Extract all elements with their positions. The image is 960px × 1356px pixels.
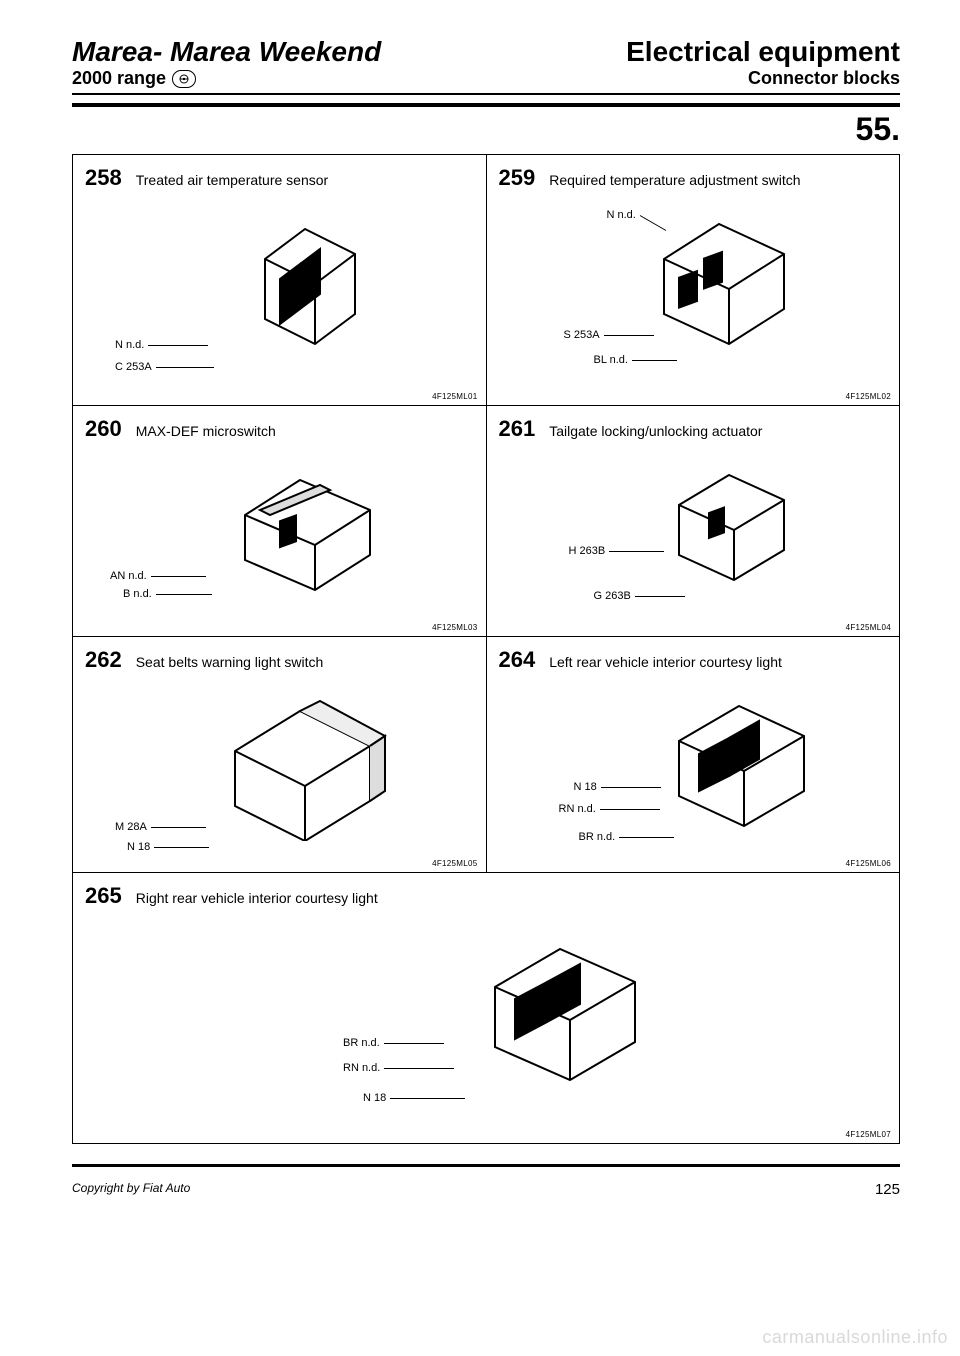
pin-label: BL n.d. (594, 354, 677, 366)
pin-label: H 263B (569, 545, 665, 557)
pin-label: N 18 (127, 841, 209, 853)
pin-label: G 263B (594, 590, 685, 602)
diagram-260: AN n.d. B n.d. (85, 450, 474, 620)
connector-icon (225, 209, 385, 359)
diagram-261: H 263B G 263B (499, 450, 888, 620)
figref-260: 4F125ML03 (432, 623, 477, 632)
conn-title-264: Left rear vehicle interior courtesy ligh… (549, 654, 782, 670)
conn-num-262: 262 (85, 647, 122, 673)
section-number: 55. (72, 111, 900, 148)
watermark: carmanualsonline.info (762, 1327, 948, 1348)
figref-264: 4F125ML06 (846, 859, 891, 868)
copyright: Copyright by Fiat Auto (72, 1181, 190, 1198)
section-sub: Connector blocks (626, 68, 900, 89)
conn-title-259: Required temperature adjustment switch (549, 172, 800, 188)
connector-icon (634, 214, 804, 354)
connector-icon (654, 465, 804, 590)
diagram-262: M 28A N 18 (85, 681, 474, 861)
figref-265: 4F125ML07 (846, 1130, 891, 1139)
diagram-258: N n.d. C 253A (85, 199, 474, 399)
connector-grid: 258 Treated air temperature sensor (72, 154, 900, 1144)
pin-label: N 18 (574, 781, 661, 793)
connector-icon (654, 696, 824, 831)
cell-264: 264 Left rear vehicle interior courtesy … (487, 637, 900, 872)
model-title: Marea- Marea Weekend (72, 36, 381, 68)
connector-icon (220, 465, 390, 595)
cell-260: 260 MAX-DEF microswitch (73, 406, 486, 636)
conn-num-258: 258 (85, 165, 122, 191)
conn-num-259: 259 (499, 165, 536, 191)
conn-title-265: Right rear vehicle interior courtesy lig… (136, 890, 378, 906)
pin-label: C 253A (115, 361, 214, 373)
diagram-264: N 18 RN n.d. BR n.d. (499, 681, 888, 861)
cell-259: 259 Required temperature adjustment swit… (487, 155, 900, 405)
figref-262: 4F125ML05 (432, 859, 477, 868)
pin-label: BR n.d. (579, 831, 675, 843)
header-rule-1 (72, 93, 900, 95)
cell-261: 261 Tailgate locking/unlocking actuator (487, 406, 900, 636)
cell-265: 265 Right rear vehicle interior courtesy… (73, 873, 899, 1143)
cell-262: 262 Seat belts warning light switch (73, 637, 486, 872)
footer-rule (72, 1164, 900, 1167)
conn-title-261: Tailgate locking/unlocking actuator (549, 423, 762, 439)
pin-label: S 253A (564, 329, 654, 341)
header-rule-2 (72, 103, 900, 107)
connector-icon (465, 937, 655, 1087)
pin-label: M 28A (115, 821, 206, 833)
pin-label: AN n.d. (110, 570, 206, 582)
conn-num-265: 265 (85, 883, 122, 909)
pin-label: N 18 (363, 1092, 465, 1104)
diagram-265: BR n.d. RN n.d. N 18 (85, 917, 887, 1127)
conn-title-260: MAX-DEF microswitch (136, 423, 276, 439)
header-right: Electrical equipment Connector blocks (626, 36, 900, 89)
figref-259: 4F125ML02 (846, 392, 891, 401)
conn-num-264: 264 (499, 647, 536, 673)
header-left: Marea- Marea Weekend 2000 range (72, 36, 381, 89)
conn-num-261: 261 (499, 416, 536, 442)
footer: Copyright by Fiat Auto 125 (72, 1181, 900, 1198)
cell-258: 258 Treated air temperature sensor (73, 155, 486, 405)
range-line: 2000 range (72, 68, 381, 89)
range-text: 2000 range (72, 68, 166, 89)
conn-title-258: Treated air temperature sensor (136, 172, 328, 188)
page-number: 125 (875, 1181, 900, 1198)
conn-num-260: 260 (85, 416, 122, 442)
steering-icon (172, 70, 196, 88)
figref-261: 4F125ML04 (846, 623, 891, 632)
connector-icon (205, 696, 390, 841)
page: Marea- Marea Weekend 2000 range Electric… (0, 0, 960, 1356)
conn-title-262: Seat belts warning light switch (136, 654, 324, 670)
pin-label: N n.d. (115, 339, 208, 351)
figref-258: 4F125ML01 (432, 392, 477, 401)
page-header: Marea- Marea Weekend 2000 range Electric… (72, 36, 900, 89)
pin-label: B n.d. (123, 588, 212, 600)
section-title: Electrical equipment (626, 36, 900, 68)
diagram-259: N n.d. S 253A (499, 199, 888, 399)
pin-label: BR n.d. (343, 1037, 444, 1049)
pin-label: RN n.d. (343, 1062, 454, 1074)
pin-label: RN n.d. (559, 803, 660, 815)
